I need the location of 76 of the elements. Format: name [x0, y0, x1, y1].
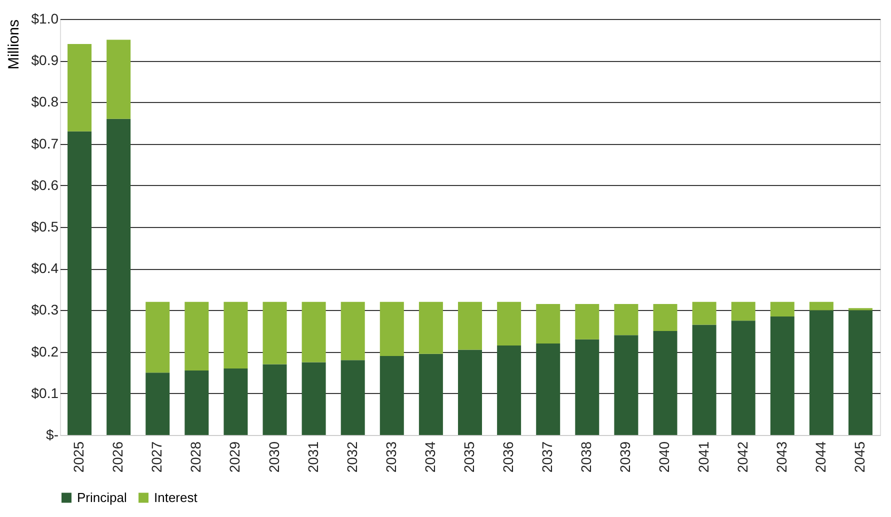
bar: [68, 44, 92, 132]
bar: [809, 302, 834, 310]
bar: [418, 354, 443, 435]
bar: [536, 343, 560, 435]
bar: [536, 304, 560, 344]
bar: [770, 302, 794, 316]
bar: [809, 310, 834, 435]
bar: [302, 302, 326, 362]
x-tick-label: 2041: [695, 441, 712, 473]
bar: [262, 302, 287, 364]
bar: [184, 370, 209, 435]
bar: [848, 310, 872, 435]
y-tick-label: $0.2: [31, 343, 59, 360]
x-tick-label: 2045: [851, 441, 868, 473]
bar: [340, 360, 365, 435]
x-tick-label: 2032: [344, 441, 360, 473]
x-tick-label: 2035: [461, 441, 477, 473]
y-tick-label: $0.8: [31, 94, 59, 110]
x-tick-label: 2042: [734, 441, 750, 473]
y-tick-label: $1.0: [31, 10, 59, 26]
bar: [68, 131, 92, 435]
bar: [146, 302, 170, 373]
bar: [458, 350, 482, 435]
bar: [614, 304, 638, 336]
bar: [302, 362, 326, 435]
bar: [262, 364, 287, 435]
x-tick-label: 2033: [382, 441, 399, 473]
x-tick-label: 2039: [617, 441, 634, 473]
bar: [731, 302, 756, 321]
bar: [224, 302, 248, 368]
y-axis-title: Millions: [5, 20, 22, 70]
y-tick-label: $0.1: [31, 384, 59, 401]
x-tick-label: 2027: [148, 441, 165, 473]
x-tick-label: 2028: [188, 441, 204, 473]
bar: [692, 324, 716, 435]
x-tick-label: 2025: [70, 441, 87, 473]
x-tick-label: 2031: [304, 441, 321, 473]
bar: [184, 302, 209, 371]
y-tick-label: $0.9: [31, 52, 59, 68]
bar: [497, 302, 522, 346]
x-tick-label: 2030: [266, 441, 282, 473]
x-tick-label: 2037: [539, 441, 556, 473]
x-tick-label: 2043: [773, 441, 790, 473]
x-tick-label: 2026: [110, 441, 126, 473]
bar: [418, 302, 443, 354]
x-tick-label: 2040: [656, 441, 672, 473]
bar: [458, 302, 482, 350]
bar: [340, 302, 365, 360]
y-tick-label: $0.3: [31, 302, 59, 318]
bar: [224, 368, 248, 435]
y-tick-label: $0.6: [31, 176, 59, 193]
legend-label: Principal: [77, 490, 127, 505]
y-tick-label: $-: [46, 426, 59, 442]
x-tick-label: 2029: [226, 441, 243, 473]
bar: [770, 316, 794, 435]
bar: [692, 302, 716, 325]
bar: [380, 302, 404, 356]
x-tick-label: 2038: [578, 441, 594, 473]
bar: [146, 372, 170, 435]
bar: [575, 304, 600, 340]
bar: [614, 335, 638, 435]
bar: [380, 356, 404, 435]
y-tick-label: $0.4: [31, 260, 59, 276]
bar: [653, 331, 678, 435]
x-tick-label: 2036: [500, 441, 516, 473]
bar: [106, 40, 131, 119]
y-tick-label: $0.7: [31, 135, 59, 152]
y-tick-label: $0.5: [31, 218, 59, 234]
bar: [731, 320, 756, 435]
bar: [106, 118, 131, 435]
bar: [497, 346, 522, 435]
bar: [575, 339, 600, 435]
x-tick-label: 2044: [812, 441, 828, 473]
x-tick-label: 2034: [422, 441, 438, 473]
bar: [653, 304, 678, 331]
legend-label: Interest: [154, 490, 198, 505]
